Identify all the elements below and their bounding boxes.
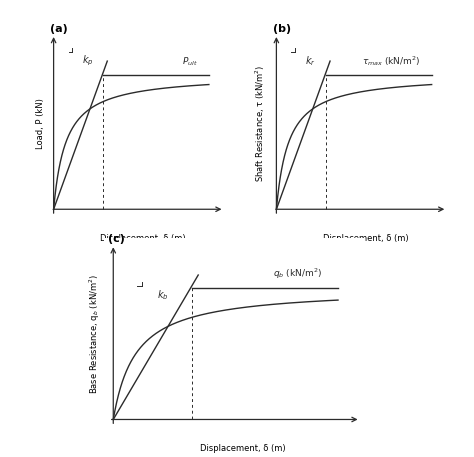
Text: $k_r$: $k_r$ (305, 54, 316, 68)
Text: $\tau_{max}$ (kN/m$^2$): $\tau_{max}$ (kN/m$^2$) (362, 54, 421, 68)
Text: $k_p$: $k_p$ (82, 54, 94, 69)
Y-axis label: Base Resistance, q$_b$ (kN/m$^2$): Base Resistance, q$_b$ (kN/m$^2$) (87, 274, 101, 393)
Text: $P_{ult}$: $P_{ult}$ (182, 55, 198, 68)
Y-axis label: Load, P (kN): Load, P (kN) (36, 98, 45, 149)
Text: (b): (b) (273, 24, 291, 34)
Text: Displacement, δ (m): Displacement, δ (m) (323, 234, 409, 243)
Text: (a): (a) (50, 24, 67, 34)
Text: Displacement, δ (m): Displacement, δ (m) (200, 444, 285, 453)
Text: $q_b$ (kN/m$^2$): $q_b$ (kN/m$^2$) (273, 267, 322, 282)
Text: $k_b$: $k_b$ (156, 288, 168, 302)
Y-axis label: Shaft Resistance, τ (kN/m$^2$): Shaft Resistance, τ (kN/m$^2$) (254, 65, 267, 182)
Text: (c): (c) (108, 234, 125, 244)
Text: Displacement, δ (m): Displacement, δ (m) (100, 234, 186, 243)
